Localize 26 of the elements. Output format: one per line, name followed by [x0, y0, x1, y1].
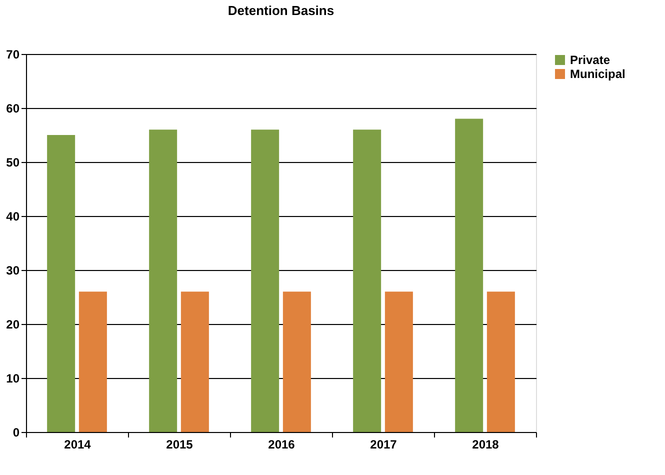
y-tick-label: 40 — [6, 210, 20, 224]
legend-label: Private — [570, 53, 610, 67]
bar — [282, 292, 311, 432]
bar — [180, 292, 209, 432]
chart-title: Detention Basins — [228, 3, 334, 18]
bar — [384, 292, 413, 432]
bar — [47, 135, 76, 432]
bar — [353, 130, 382, 432]
y-tick-label: 20 — [6, 318, 20, 332]
x-tick-label: 2016 — [268, 438, 296, 452]
x-tick-label: 2014 — [64, 438, 92, 452]
y-tick-label: 0 — [12, 426, 20, 440]
bar — [486, 292, 515, 432]
y-tick-label: 50 — [6, 156, 20, 170]
bar — [78, 292, 107, 432]
y-tick-label: 70 — [6, 48, 20, 62]
y-tick-label: 30 — [6, 264, 20, 278]
y-tick-label: 60 — [6, 102, 20, 116]
bar — [149, 130, 178, 432]
legend-label: Municipal — [570, 67, 626, 81]
bar — [251, 130, 280, 432]
x-tick-label: 2018 — [472, 438, 500, 452]
x-tick-label: 2017 — [370, 438, 398, 452]
x-tick-label: 2015 — [166, 438, 194, 452]
bar — [455, 118, 484, 432]
y-tick-label: 10 — [6, 372, 20, 386]
